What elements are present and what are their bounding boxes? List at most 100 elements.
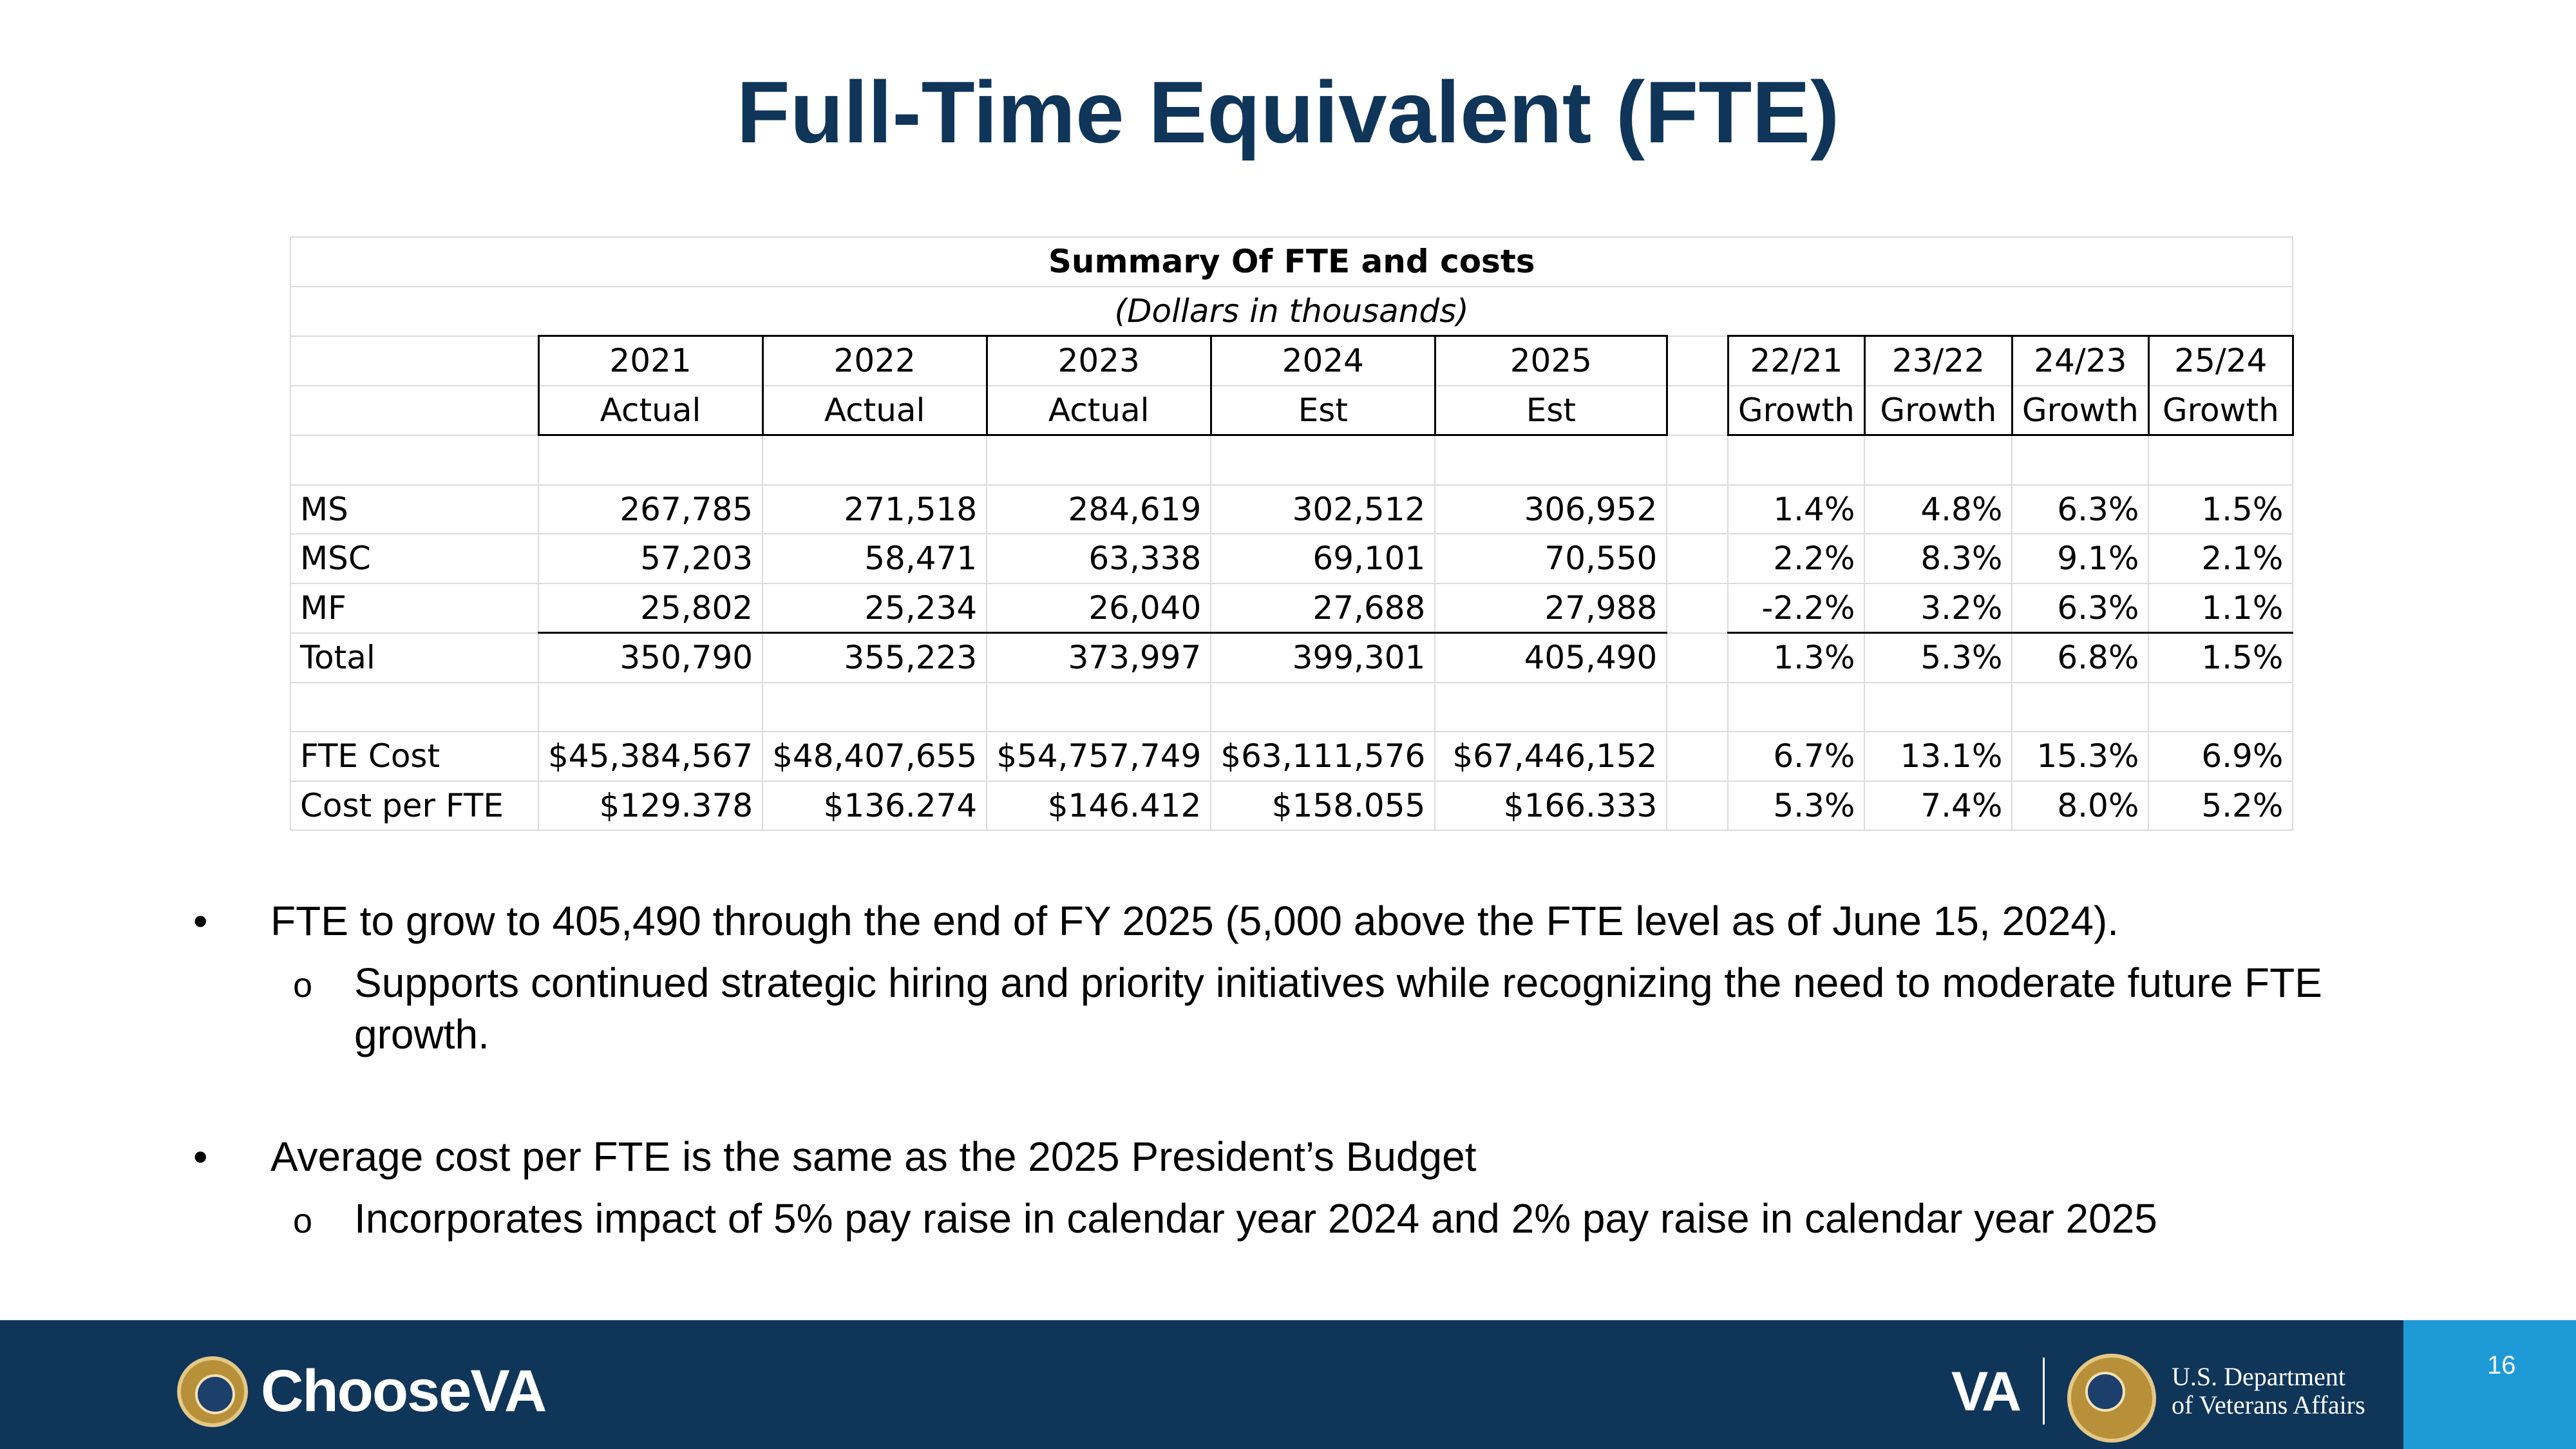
row-label: Cost per FTE bbox=[290, 780, 539, 831]
bullet-text: Average cost per FTE is the same as the … bbox=[270, 1133, 1477, 1180]
page-number: 16 bbox=[2487, 1351, 2516, 1379]
bullet-dot-icon: • bbox=[193, 898, 208, 944]
table-row-msc: MSC 57,203 58,471 63,338 69,101 70,550 2… bbox=[290, 533, 2294, 584]
growth-value: 8.3% bbox=[1864, 533, 2013, 584]
dept-seal-icon bbox=[2067, 1354, 2156, 1443]
growth-value: 5.2% bbox=[2148, 780, 2294, 831]
cost-value: $45,384,567 bbox=[537, 731, 764, 782]
growth-value: 6.7% bbox=[1727, 731, 1866, 782]
table-row-total: Total 350,790 355,223 373,997 399,301 40… bbox=[290, 632, 2294, 683]
growth-label-header: Growth bbox=[1863, 384, 2013, 436]
growth-value: 9.1% bbox=[2011, 533, 2150, 584]
row-label: FTE Cost bbox=[290, 731, 539, 782]
fte-value: 306,952 bbox=[1434, 484, 1668, 535]
cost-value: $136.274 bbox=[762, 780, 988, 831]
footer-bar: ChooseVA VA U.S. Department of Veterans … bbox=[0, 1320, 2576, 1449]
growth-label-header: Growth bbox=[2147, 384, 2294, 436]
fte-value: 69,101 bbox=[1210, 533, 1436, 584]
fte-value: 25,802 bbox=[537, 582, 764, 634]
growth-year-header: 23/22 bbox=[1863, 335, 2013, 386]
cost-value: $158.055 bbox=[1210, 780, 1436, 831]
growth-label-header: Growth bbox=[1727, 384, 1866, 436]
growth-value: 4.8% bbox=[1864, 484, 2013, 535]
cost-value: $129.378 bbox=[537, 780, 764, 831]
growth-value: 6.9% bbox=[2148, 731, 2294, 782]
bullet-list: • FTE to grow to 405,490 through the end… bbox=[187, 895, 2376, 1244]
type-header-row: Actual Actual Actual Est Est Growth Grow… bbox=[290, 384, 2294, 436]
sub-bullet-item: o Supports continued strategic hiring an… bbox=[187, 957, 2376, 1060]
growth-value: 5.3% bbox=[1727, 780, 1866, 831]
fte-value: 58,471 bbox=[762, 533, 988, 584]
row-label: MF bbox=[290, 582, 539, 634]
dept-name: U.S. Department of Veterans Affairs bbox=[2172, 1363, 2365, 1419]
table-row-cost-per-fte: Cost per FTE $129.378 $136.274 $146.412 … bbox=[290, 780, 2294, 831]
growth-year-header: 22/21 bbox=[1727, 335, 1866, 386]
caption-row: Summary Of FTE and costs bbox=[289, 236, 2294, 287]
fte-value: 267,785 bbox=[537, 484, 764, 535]
year-header: 2022 bbox=[761, 335, 988, 386]
year-header: 2023 bbox=[985, 335, 1212, 386]
growth-value: 5.3% bbox=[1864, 632, 2013, 683]
year-type-header: Actual bbox=[537, 384, 764, 436]
fte-value: 63,338 bbox=[986, 533, 1212, 584]
growth-value: 15.3% bbox=[2011, 731, 2150, 782]
row-label: MS bbox=[290, 484, 539, 535]
subcaption-row: (Dollars in thousands) bbox=[289, 285, 2294, 337]
growth-value: 2.2% bbox=[1727, 533, 1866, 584]
year-header: 2024 bbox=[1209, 335, 1436, 386]
fte-value: 26,040 bbox=[986, 582, 1212, 634]
growth-value: 1.4% bbox=[1727, 484, 1866, 535]
growth-value: 6.3% bbox=[2011, 484, 2150, 535]
bullet-item: • Average cost per FTE is the same as th… bbox=[187, 1131, 2376, 1182]
growth-value: 7.4% bbox=[1864, 780, 2013, 831]
cost-value: $54,757,749 bbox=[986, 731, 1212, 782]
sub-bullet-text: Incorporates impact of 5% pay raise in c… bbox=[354, 1195, 2157, 1242]
sub-bullet-item: o Incorporates impact of 5% pay raise in… bbox=[187, 1193, 2376, 1244]
growth-value: 6.3% bbox=[2011, 582, 2150, 634]
fte-summary-table: Summary Of FTE and costs (Dollars in tho… bbox=[289, 236, 2294, 831]
growth-value: 13.1% bbox=[1864, 731, 2013, 782]
dept-line-2: of Veterans Affairs bbox=[2172, 1390, 2365, 1419]
fte-value: 373,997 bbox=[986, 632, 1212, 683]
dept-line-1: U.S. Department bbox=[2172, 1362, 2345, 1391]
table-row-fte-cost: FTE Cost $45,384,567 $48,407,655 $54,757… bbox=[290, 731, 2294, 782]
sub-bullet-text: Supports continued strategic hiring and … bbox=[354, 960, 2322, 1057]
growth-value: -2.2% bbox=[1727, 582, 1866, 634]
cost-value: $166.333 bbox=[1434, 780, 1668, 831]
table-caption: Summary Of FTE and costs bbox=[289, 236, 2294, 287]
fte-value: 271,518 bbox=[762, 484, 988, 535]
fte-value: 350,790 bbox=[537, 632, 764, 683]
spacer-row bbox=[290, 681, 2294, 732]
fte-value: 302,512 bbox=[1210, 484, 1436, 535]
fte-value: 355,223 bbox=[762, 632, 988, 683]
year-type-header: Est bbox=[1434, 384, 1668, 436]
sub-bullet-circle-icon: o bbox=[293, 966, 313, 1005]
growth-label-header: Growth bbox=[2011, 384, 2150, 436]
growth-value: 3.2% bbox=[1864, 582, 2013, 634]
table-subcaption: (Dollars in thousands) bbox=[289, 285, 2294, 337]
table-row-mf: MF 25,802 25,234 26,040 27,688 27,988 -2… bbox=[290, 582, 2294, 634]
growth-value: 6.8% bbox=[2011, 632, 2150, 683]
choose-va-logo: ChooseVA bbox=[261, 1358, 547, 1424]
year-type-header: Est bbox=[1209, 384, 1436, 436]
growth-value: 1.1% bbox=[2148, 582, 2294, 634]
cost-value: $67,446,152 bbox=[1434, 731, 1668, 782]
table-row-ms: MS 267,785 271,518 284,619 302,512 306,9… bbox=[290, 484, 2294, 535]
fte-value: 27,688 bbox=[1210, 582, 1436, 634]
bullet-item: • FTE to grow to 405,490 through the end… bbox=[187, 895, 2376, 947]
fte-value: 70,550 bbox=[1434, 533, 1668, 584]
va-logo: VA bbox=[1951, 1361, 2022, 1423]
year-header: 2025 bbox=[1434, 335, 1668, 386]
year-header: 2021 bbox=[537, 335, 764, 386]
growth-value: 2.1% bbox=[2148, 533, 2294, 584]
page-title: Full-Time Equivalent (FTE) bbox=[736, 63, 1840, 161]
year-type-header: Actual bbox=[985, 384, 1212, 436]
year-header-row: 2021 2022 2023 2024 2025 22/21 23/22 24/… bbox=[290, 335, 2294, 386]
spacer-row bbox=[290, 434, 2294, 486]
sub-bullet-circle-icon: o bbox=[293, 1202, 313, 1240]
fte-value: 284,619 bbox=[986, 484, 1212, 535]
va-seal-icon bbox=[177, 1356, 248, 1427]
logo-divider bbox=[2043, 1358, 2045, 1425]
fte-value: 57,203 bbox=[537, 533, 764, 584]
fte-value: 399,301 bbox=[1210, 632, 1436, 683]
